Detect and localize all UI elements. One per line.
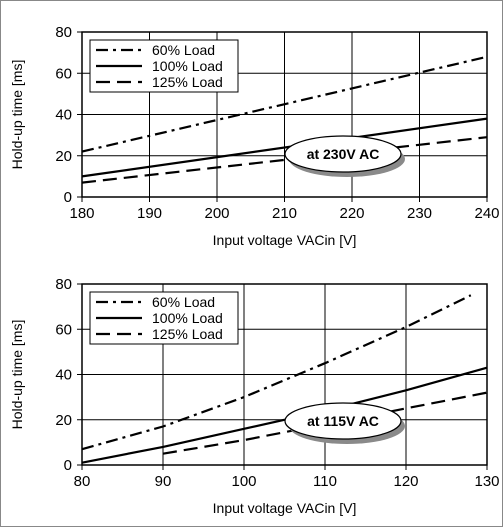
x-tick-label: 190 (137, 205, 162, 222)
series-line-2 (81, 117, 488, 178)
x-axis-label: Input voltage VACin [V] (213, 232, 357, 248)
series-line-1 (81, 55, 488, 153)
chart-panel-2: 80 90 100 110 120 130 0 20 40 60 80 Input voltage V… (9, 276, 500, 516)
y-tick-label: 60 (55, 65, 72, 82)
annotation-oval (284, 402, 402, 440)
x-tick-label: 240 (474, 205, 499, 222)
y-tick-label: 0 (64, 457, 72, 474)
x-tick-label: 230 (407, 205, 432, 222)
x-tick-label: 100 (231, 473, 256, 490)
x-tick-label: 220 (339, 205, 364, 222)
x-tick-label: 80 (74, 473, 91, 490)
series-line-2 (81, 366, 488, 464)
x-tick-label: 110 (313, 473, 337, 490)
x-tick-label: 180 (69, 205, 94, 222)
legend-label-2: 100% Load (152, 58, 223, 74)
annotation-label: at 230V AC (307, 146, 380, 162)
legend-label-3: 125% Load (152, 326, 223, 342)
y-tick-label: 80 (55, 24, 72, 41)
legend-label-2: 100% Load (152, 310, 223, 326)
x-tick-label: 130 (474, 473, 499, 490)
series-line-3 (81, 136, 488, 184)
y-tick-label: 40 (55, 367, 72, 384)
x-tick-label: 200 (204, 205, 229, 222)
y-axis-label: Hold-up time [ms] (9, 60, 25, 170)
annotation-oval (284, 135, 402, 173)
y-tick-label: 20 (55, 148, 72, 165)
y-tick-label: 60 (55, 321, 72, 338)
y-tick-label: 40 (55, 107, 72, 124)
annotation-label: at 115V AC (307, 413, 379, 429)
y-axis-label: Hold-up time [ms] (9, 320, 25, 430)
x-tick-label: 120 (393, 473, 418, 490)
y-tick-label: 80 (55, 276, 72, 293)
legend-label-3: 125% Load (152, 74, 223, 90)
x-tick-label: 210 (272, 205, 297, 222)
legend-label-1: 60% Load (152, 294, 215, 310)
x-axis-label: Input voltage VACin [V] (213, 500, 357, 516)
legend-label-1: 60% Load (152, 42, 215, 58)
series-line-3 (162, 391, 488, 455)
series-line-1 (81, 294, 472, 451)
y-tick-label: 20 (55, 412, 72, 429)
x-tick-label: 90 (155, 473, 172, 490)
chart-panel-1: 180 190 200 210 220 230 240 0 20 40 60 80 Input volt… (9, 24, 500, 248)
y-tick-label: 0 (64, 189, 72, 206)
